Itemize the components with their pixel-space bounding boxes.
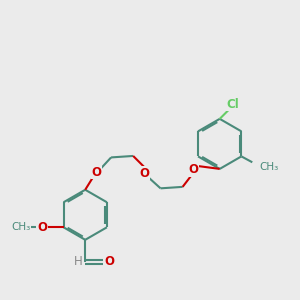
Text: O: O	[139, 167, 149, 179]
Text: O: O	[104, 255, 114, 268]
Text: CH₃: CH₃	[11, 222, 31, 232]
Text: CH₃: CH₃	[259, 162, 278, 172]
Text: Cl: Cl	[226, 98, 239, 111]
Text: O: O	[37, 221, 47, 234]
Text: O: O	[189, 163, 199, 176]
Text: O: O	[92, 166, 101, 178]
Text: H: H	[74, 255, 83, 268]
